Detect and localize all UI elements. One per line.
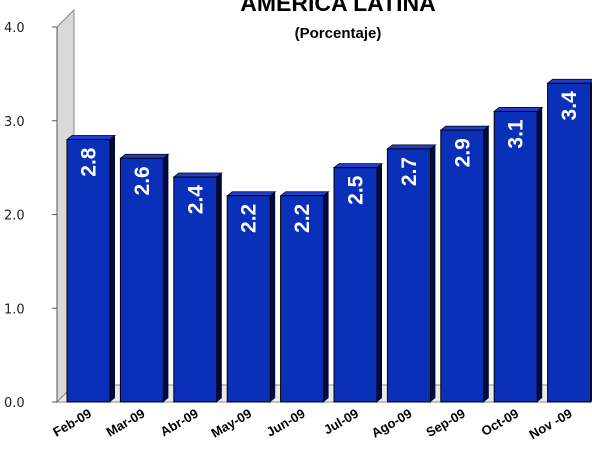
- x-tick-label: Feb-09: [50, 406, 94, 440]
- bar-value-label: 3.4: [558, 91, 581, 121]
- bar-Sep-09: 2.9: [439, 125, 490, 403]
- y-tick-label: 2.0: [4, 209, 25, 224]
- x-tick-label: Oct-09: [479, 406, 522, 439]
- x-tick-label: Ago-09: [369, 406, 415, 441]
- bar-Ago-09: 2.7: [386, 144, 437, 403]
- bar-top: [172, 172, 223, 178]
- bar-front: [386, 148, 431, 403]
- bar-front: [226, 195, 271, 403]
- bar-Nov -09: 3.4: [546, 78, 592, 403]
- x-tick-label: Jun-09: [264, 406, 308, 440]
- x-tick-label: Nov -09: [526, 406, 574, 442]
- bar-top: [279, 191, 330, 197]
- bar-top: [65, 135, 117, 140]
- y-axis: 0.0 1.0 2.0 3.0 4.0: [4, 21, 58, 411]
- bar-value-label: 2.9: [451, 138, 474, 167]
- bar-side: [163, 154, 169, 402]
- bar-top: [386, 144, 437, 150]
- bar-value-label: 2.6: [131, 166, 154, 195]
- chart-title: AMERICA LATINA: [240, 0, 435, 16]
- bar-front: [440, 129, 485, 403]
- x-tick-label: Sep-09: [423, 406, 467, 440]
- bar-front: [547, 82, 592, 403]
- bar-side: [110, 135, 115, 402]
- bar-top: [119, 153, 170, 159]
- x-tick-label: Jul-09: [321, 406, 361, 438]
- bar-side: [270, 191, 276, 402]
- y-tick-label: 1.0: [4, 302, 25, 317]
- chart-subtitle: (Porcentaje): [295, 25, 382, 42]
- y-tick-label: 3.0: [4, 115, 25, 130]
- bars-group: 2.8 2.6 2.4 2.2 2.2 2.5 2.7 2.9 3.1 3.4: [65, 78, 592, 403]
- bar-value-label: 2.7: [398, 157, 421, 186]
- bar-side: [216, 173, 222, 402]
- bar-Jun-09: 2.2: [279, 191, 330, 403]
- bar-side: [377, 163, 382, 402]
- x-axis-labels: Feb-09 Mar-09 Abr-09 May-09 Jun-09 Jul-09 Ago-…: [50, 406, 574, 442]
- bar-top: [493, 106, 544, 112]
- bar-front: [333, 167, 378, 403]
- bar-top: [546, 78, 592, 84]
- bar-value-label: 2.2: [238, 204, 261, 233]
- bar-value-label: 3.1: [505, 119, 528, 149]
- bar-Feb-09: 2.8: [65, 135, 117, 403]
- bar-value-label: 2.4: [184, 185, 207, 215]
- bar-top: [226, 191, 277, 197]
- bar-top: [332, 163, 384, 169]
- bar-front: [280, 195, 325, 403]
- bar-front: [173, 176, 218, 403]
- bar-front: [119, 157, 164, 403]
- bar-front: [66, 139, 111, 403]
- bar-Mar-09: 2.6: [119, 153, 170, 403]
- bar-side: [483, 126, 489, 402]
- bar-front: [493, 110, 538, 403]
- x-tick-label: Abr-09: [158, 406, 201, 440]
- bar-value-label: 2.8: [78, 147, 101, 177]
- bar-Jul-09: 2.5: [332, 163, 384, 403]
- bar-side: [323, 191, 329, 402]
- x-tick-label: May-09: [209, 406, 255, 441]
- bar-Oct-09: 3.1: [493, 106, 544, 403]
- y-tick-label: 0.0: [4, 396, 25, 411]
- bar-side: [537, 107, 543, 402]
- bar-Abr-09: 2.4: [172, 172, 223, 403]
- bar-top: [439, 125, 490, 131]
- bar-value-label: 2.5: [345, 175, 368, 205]
- y-tick-label: 4.0: [4, 21, 25, 36]
- bar-May-09: 2.2: [226, 191, 277, 403]
- bar-side: [430, 144, 436, 402]
- bar-value-label: 2.2: [291, 204, 314, 233]
- x-tick-label: Mar-09: [104, 406, 148, 440]
